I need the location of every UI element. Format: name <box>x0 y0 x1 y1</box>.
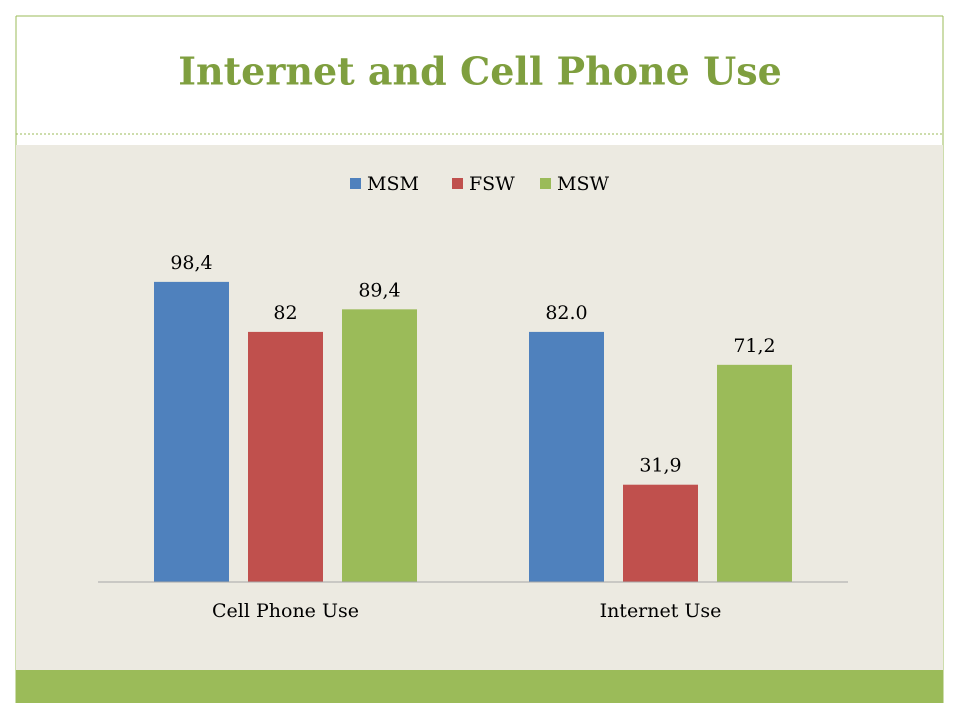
legend-label: FSW <box>469 173 515 195</box>
bar <box>342 309 417 582</box>
footer-band <box>16 670 943 703</box>
legend-swatch <box>452 178 463 189</box>
bar <box>154 281 229 582</box>
data-label: 98,4 <box>170 252 212 274</box>
x-tick-label: Internet Use <box>600 600 722 622</box>
chart-title: Internet and Cell Phone Use <box>178 49 782 94</box>
data-label: 89,4 <box>358 279 400 301</box>
legend-swatch <box>540 178 551 189</box>
bar <box>717 364 792 582</box>
data-label: 82 <box>273 302 297 324</box>
bar <box>623 484 698 582</box>
legend-swatch <box>350 178 361 189</box>
data-label: 82.0 <box>545 302 587 324</box>
bar <box>529 331 604 582</box>
data-label: 71,2 <box>733 335 775 357</box>
data-label: 31,9 <box>639 455 681 477</box>
legend-label: MSM <box>367 173 419 195</box>
x-tick-label: Cell Phone Use <box>212 600 359 622</box>
bar <box>248 331 323 582</box>
legend-label: MSW <box>557 173 609 195</box>
